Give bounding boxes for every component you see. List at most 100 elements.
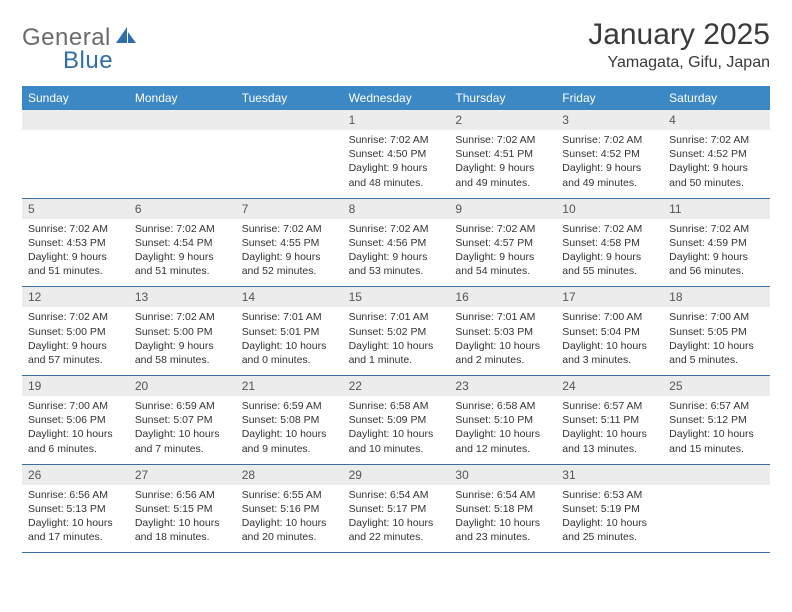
sunrise-text: Sunrise: 7:02 AM [28, 310, 123, 324]
day-number: 22 [343, 376, 450, 396]
month-title: January 2025 [588, 18, 770, 52]
sunrise-text: Sunrise: 6:58 AM [455, 399, 550, 413]
sunrise-text: Sunrise: 6:59 AM [135, 399, 230, 413]
day-cell: Sunrise: 7:02 AMSunset: 4:56 PMDaylight:… [343, 219, 450, 287]
day-cell: Sunrise: 6:57 AMSunset: 5:11 PMDaylight:… [556, 396, 663, 464]
daylight-text: Daylight: 10 hours and 2 minutes. [455, 339, 550, 367]
day-number: 21 [236, 376, 343, 396]
weekday-header: Sunday [22, 86, 129, 110]
page-header: General January 2025 Yamagata, Gifu, Jap… [22, 18, 770, 72]
sunset-text: Sunset: 4:59 PM [669, 236, 764, 250]
day-cell: Sunrise: 7:02 AMSunset: 4:59 PMDaylight:… [663, 219, 770, 287]
week-row: Sunrise: 7:02 AMSunset: 4:50 PMDaylight:… [22, 130, 770, 199]
sunrise-text: Sunrise: 7:02 AM [455, 222, 550, 236]
sunset-text: Sunset: 5:16 PM [242, 502, 337, 516]
day-number: 13 [129, 287, 236, 307]
day-number-row: 12131415161718 [22, 287, 770, 307]
sunset-text: Sunset: 5:00 PM [135, 325, 230, 339]
sunrise-text: Sunrise: 6:57 AM [669, 399, 764, 413]
sunset-text: Sunset: 4:52 PM [669, 147, 764, 161]
day-cell: Sunrise: 6:59 AMSunset: 5:07 PMDaylight:… [129, 396, 236, 464]
sunrise-text: Sunrise: 7:00 AM [28, 399, 123, 413]
calendar-grid: SundayMondayTuesdayWednesdayThursdayFrid… [22, 86, 770, 553]
sunset-text: Sunset: 4:58 PM [562, 236, 657, 250]
daylight-text: Daylight: 10 hours and 22 minutes. [349, 516, 444, 544]
daylight-text: Daylight: 9 hours and 56 minutes. [669, 250, 764, 278]
day-number: 5 [22, 199, 129, 219]
week-row: Sunrise: 7:02 AMSunset: 4:53 PMDaylight:… [22, 219, 770, 288]
day-number-row: 567891011 [22, 199, 770, 219]
sunset-text: Sunset: 5:04 PM [562, 325, 657, 339]
sunrise-text: Sunrise: 6:58 AM [349, 399, 444, 413]
daylight-text: Daylight: 9 hours and 54 minutes. [455, 250, 550, 278]
sunrise-text: Sunrise: 7:01 AM [349, 310, 444, 324]
sunrise-text: Sunrise: 7:02 AM [455, 133, 550, 147]
day-cell [663, 485, 770, 553]
day-number: 19 [22, 376, 129, 396]
day-cell: Sunrise: 7:02 AMSunset: 5:00 PMDaylight:… [22, 307, 129, 375]
daylight-text: Daylight: 10 hours and 20 minutes. [242, 516, 337, 544]
day-number: 24 [556, 376, 663, 396]
sunset-text: Sunset: 5:09 PM [349, 413, 444, 427]
daylight-text: Daylight: 10 hours and 1 minute. [349, 339, 444, 367]
sunset-text: Sunset: 5:08 PM [242, 413, 337, 427]
day-cell: Sunrise: 6:59 AMSunset: 5:08 PMDaylight:… [236, 396, 343, 464]
sunrise-text: Sunrise: 7:02 AM [349, 222, 444, 236]
day-cell [129, 130, 236, 198]
daylight-text: Daylight: 10 hours and 15 minutes. [669, 427, 764, 455]
day-cell: Sunrise: 7:02 AMSunset: 4:51 PMDaylight:… [449, 130, 556, 198]
sunrise-text: Sunrise: 7:02 AM [28, 222, 123, 236]
day-cell: Sunrise: 7:02 AMSunset: 4:55 PMDaylight:… [236, 219, 343, 287]
sunrise-text: Sunrise: 7:02 AM [242, 222, 337, 236]
day-number [22, 110, 129, 130]
day-number [663, 465, 770, 485]
day-cell: Sunrise: 6:57 AMSunset: 5:12 PMDaylight:… [663, 396, 770, 464]
daylight-text: Daylight: 9 hours and 58 minutes. [135, 339, 230, 367]
day-number-row: 19202122232425 [22, 376, 770, 396]
sunrise-text: Sunrise: 6:54 AM [455, 488, 550, 502]
title-block: January 2025 Yamagata, Gifu, Japan [588, 18, 770, 72]
logo-text-blue: Blue [63, 47, 113, 74]
day-cell: Sunrise: 7:02 AMSunset: 4:54 PMDaylight:… [129, 219, 236, 287]
day-number: 11 [663, 199, 770, 219]
sunset-text: Sunset: 5:01 PM [242, 325, 337, 339]
day-cell [236, 130, 343, 198]
sunrise-text: Sunrise: 7:02 AM [562, 222, 657, 236]
weekday-header: Friday [556, 86, 663, 110]
sunrise-text: Sunrise: 7:02 AM [135, 222, 230, 236]
location-subtitle: Yamagata, Gifu, Japan [588, 54, 770, 72]
day-number: 7 [236, 199, 343, 219]
day-number: 17 [556, 287, 663, 307]
sunset-text: Sunset: 5:07 PM [135, 413, 230, 427]
day-number: 2 [449, 110, 556, 130]
day-cell: Sunrise: 7:01 AMSunset: 5:03 PMDaylight:… [449, 307, 556, 375]
daylight-text: Daylight: 9 hours and 53 minutes. [349, 250, 444, 278]
sunset-text: Sunset: 4:55 PM [242, 236, 337, 250]
sunset-text: Sunset: 5:12 PM [669, 413, 764, 427]
day-cell: Sunrise: 7:00 AMSunset: 5:06 PMDaylight:… [22, 396, 129, 464]
calendar-page: General January 2025 Yamagata, Gifu, Jap… [0, 0, 792, 553]
sunset-text: Sunset: 5:00 PM [28, 325, 123, 339]
daylight-text: Daylight: 10 hours and 12 minutes. [455, 427, 550, 455]
day-cell: Sunrise: 7:01 AMSunset: 5:02 PMDaylight:… [343, 307, 450, 375]
day-cell: Sunrise: 7:02 AMSunset: 4:57 PMDaylight:… [449, 219, 556, 287]
sunrise-text: Sunrise: 6:53 AM [562, 488, 657, 502]
daylight-text: Daylight: 10 hours and 5 minutes. [669, 339, 764, 367]
sunrise-text: Sunrise: 7:02 AM [669, 222, 764, 236]
sunrise-text: Sunrise: 7:01 AM [242, 310, 337, 324]
day-number: 15 [343, 287, 450, 307]
daylight-text: Daylight: 9 hours and 48 minutes. [349, 161, 444, 189]
sunset-text: Sunset: 4:56 PM [349, 236, 444, 250]
week-row: Sunrise: 6:56 AMSunset: 5:13 PMDaylight:… [22, 485, 770, 554]
sunset-text: Sunset: 5:18 PM [455, 502, 550, 516]
weekday-header: Monday [129, 86, 236, 110]
day-number: 20 [129, 376, 236, 396]
daylight-text: Daylight: 9 hours and 55 minutes. [562, 250, 657, 278]
day-cell: Sunrise: 7:02 AMSunset: 4:52 PMDaylight:… [556, 130, 663, 198]
day-cell: Sunrise: 7:00 AMSunset: 5:05 PMDaylight:… [663, 307, 770, 375]
day-cell: Sunrise: 7:02 AMSunset: 4:50 PMDaylight:… [343, 130, 450, 198]
daylight-text: Daylight: 10 hours and 23 minutes. [455, 516, 550, 544]
day-number: 27 [129, 465, 236, 485]
day-cell: Sunrise: 7:02 AMSunset: 5:00 PMDaylight:… [129, 307, 236, 375]
sunrise-text: Sunrise: 6:59 AM [242, 399, 337, 413]
